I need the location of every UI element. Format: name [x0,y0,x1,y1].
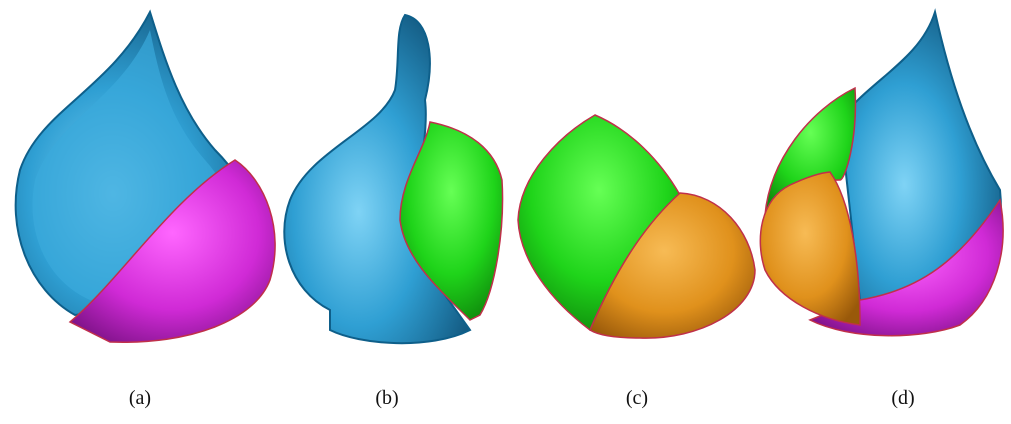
panel-a [16,12,275,342]
panel-d [760,12,1003,336]
caption: (b) [375,387,398,409]
panel-c [518,115,755,338]
figure: (a) (b) (c) (d) [0,0,1011,419]
caption: (d) [891,387,914,409]
caption: (a) [129,387,151,409]
caption: (c) [626,387,648,409]
panel-b [284,15,502,343]
